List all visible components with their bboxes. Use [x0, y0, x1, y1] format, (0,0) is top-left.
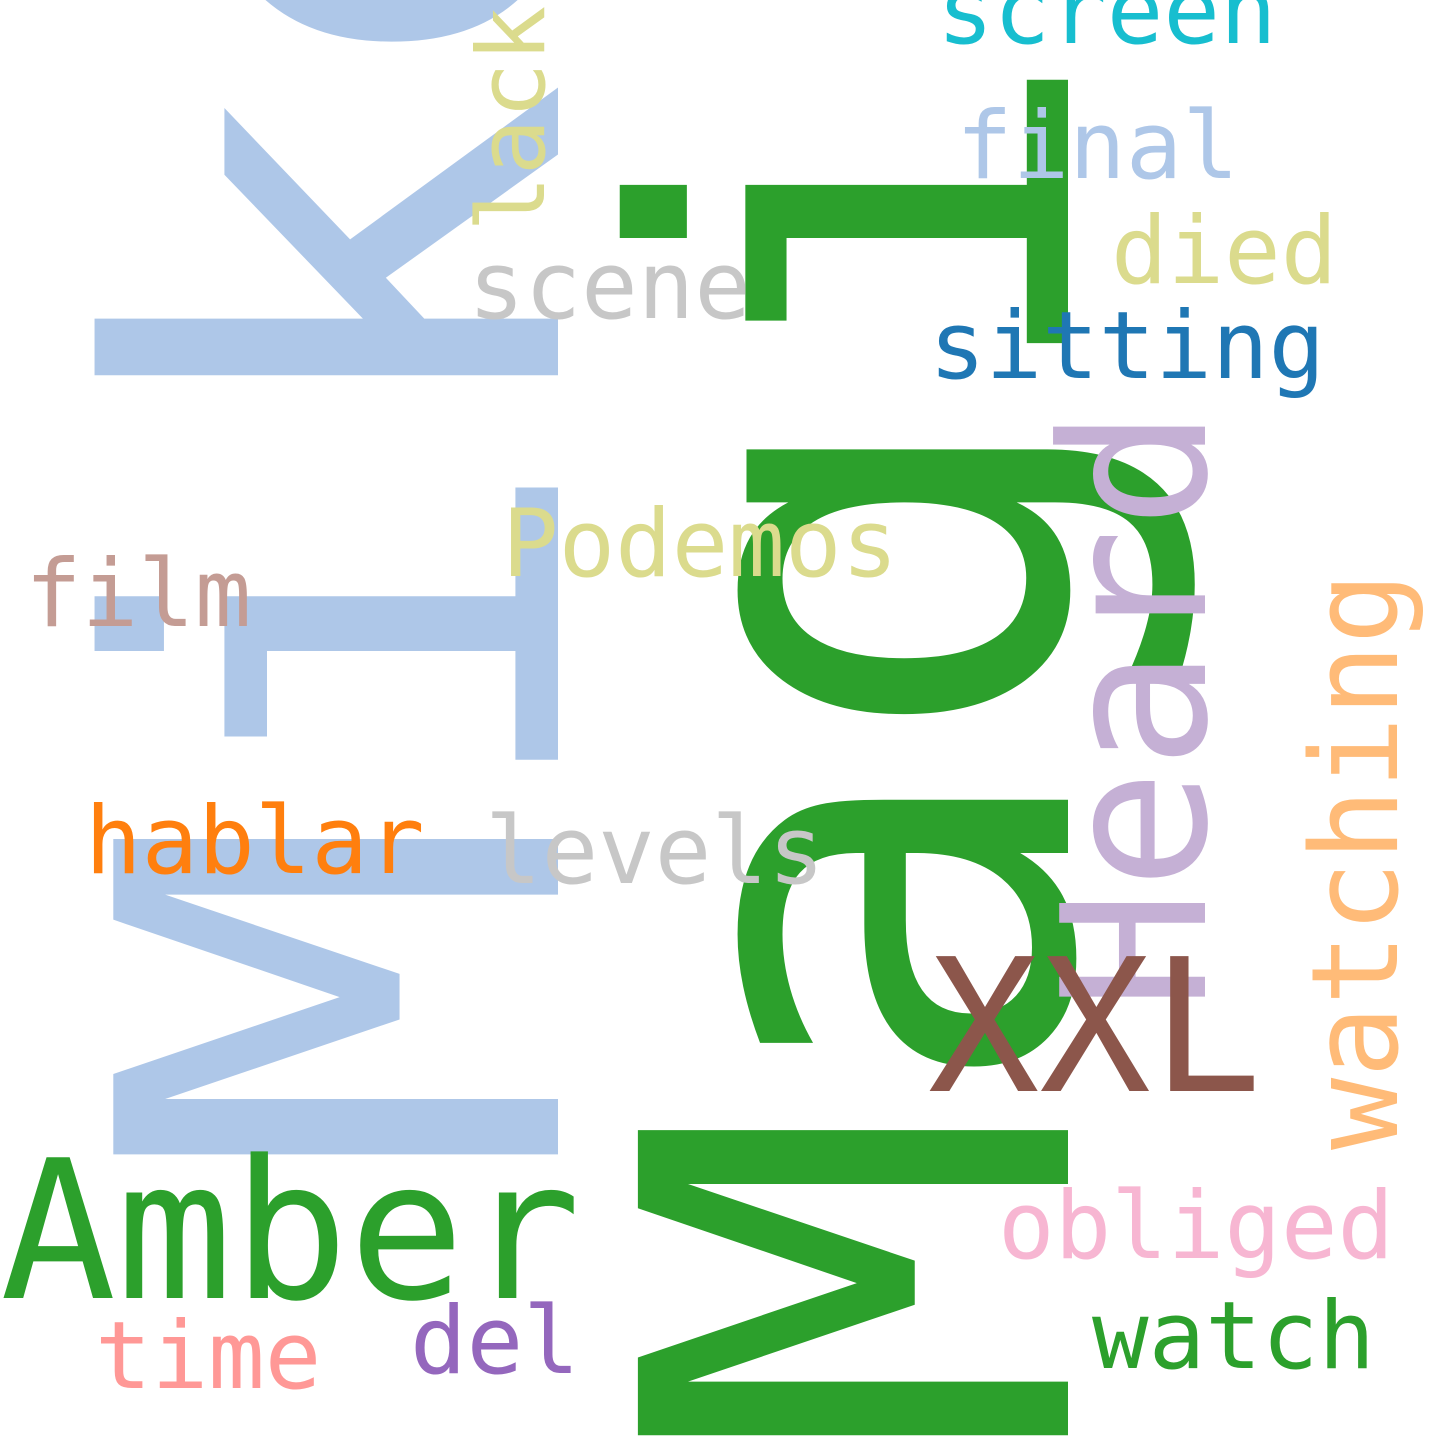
- word-watching: watching: [1287, 572, 1426, 1150]
- word-watch: watch: [1092, 1282, 1375, 1391]
- word-film: film: [25, 540, 252, 649]
- word-died: died: [1111, 197, 1338, 306]
- word-obliged: obliged: [998, 1172, 1395, 1281]
- word-time: time: [95, 1302, 322, 1411]
- word-sitting: sitting: [929, 292, 1326, 401]
- word-lack: lack: [458, 5, 567, 232]
- word-xxl: XXL: [928, 919, 1263, 1135]
- word-screen: screen: [937, 0, 1277, 66]
- word-scene: scene: [468, 232, 751, 341]
- word-amber: Amber: [0, 1119, 581, 1344]
- word-podemos: Podemos: [502, 490, 899, 599]
- word-hablar: hablar: [85, 787, 425, 896]
- word-final: final: [956, 92, 1239, 201]
- word-levels: levels: [485, 797, 825, 906]
- word-del: del: [410, 1287, 580, 1396]
